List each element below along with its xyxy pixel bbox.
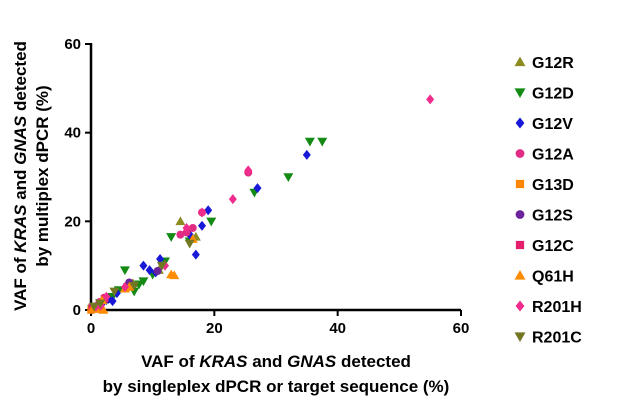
- x-tick-label: 20: [206, 320, 223, 337]
- y-tick-label: 20: [64, 213, 81, 230]
- point-g12v: [198, 220, 206, 231]
- point-g12d: [317, 137, 328, 147]
- point-r201c: [95, 299, 106, 309]
- point-g12v: [108, 296, 117, 307]
- point-r201h: [198, 207, 206, 218]
- legend-label-g12d: G12D: [532, 86, 574, 103]
- point-g12v: [302, 149, 311, 160]
- legend-label-g13d: G13D: [532, 177, 574, 194]
- legend-label-g12s: G12S: [532, 208, 573, 225]
- point-g12d: [206, 217, 217, 227]
- point-r201c: [184, 239, 195, 249]
- point-g12v: [145, 265, 154, 276]
- point-r201c: [109, 287, 120, 297]
- legend-label-r201c: R201C: [532, 330, 582, 347]
- point-r201h: [426, 94, 435, 105]
- point-q61h: [169, 270, 180, 280]
- point-r201h: [120, 281, 129, 292]
- legend-label-g12v: G12V: [532, 116, 573, 133]
- legend-marker-q61h: [514, 270, 526, 280]
- x-axis-title-line2: by singleplex dPCR or target sequence (%…: [103, 377, 450, 396]
- point-r201h: [244, 165, 253, 176]
- y-axis-title-line1: VAF of KRAS and GNAS detected: [11, 41, 30, 311]
- legend-marker-g13d: [515, 179, 525, 189]
- legend-marker-g12a: [515, 149, 525, 158]
- point-r201h: [102, 291, 111, 302]
- point-q61h: [98, 305, 109, 314]
- x-tick-label: 40: [329, 320, 346, 337]
- y-axis-title-line2: by multiplex dPCR (%): [33, 85, 52, 266]
- legend-marker-r201h: [515, 300, 525, 312]
- legend-marker-r201c: [514, 332, 526, 342]
- x-axis-title-line1: VAF of KRAS and GNAS detected: [141, 352, 411, 371]
- legend-marker-g12c: [515, 240, 525, 250]
- point-g12a: [176, 230, 185, 239]
- point-g12v: [204, 205, 213, 216]
- y-axis-title: VAF of KRAS and GNAS detected by multipl…: [11, 41, 52, 311]
- point-r201h: [182, 222, 191, 233]
- point-g12d: [283, 173, 294, 182]
- x-tick-label: 60: [453, 320, 470, 337]
- point-g12d: [138, 277, 149, 287]
- x-tick-label: 0: [87, 320, 95, 337]
- y-tick-label: 60: [64, 36, 81, 53]
- point-r201c: [89, 302, 100, 312]
- legend-label-g12c: G12C: [532, 238, 574, 255]
- point-g12d: [166, 233, 177, 242]
- legend-marker-g12r: [514, 56, 526, 67]
- data-points: [87, 94, 435, 315]
- point-g12s: [153, 266, 162, 275]
- point-g12d: [119, 266, 130, 276]
- point-g12r: [175, 216, 186, 226]
- legend-marker-g12d: [514, 88, 526, 98]
- legend-marker-g12v: [515, 117, 525, 129]
- point-g12v: [253, 183, 262, 194]
- point-r201c: [129, 281, 140, 291]
- axis-ticks: 0 20 40 60 0 20 40 60: [64, 36, 469, 337]
- legend-label-g12a: G12A: [532, 147, 574, 164]
- point-g12d: [304, 137, 315, 147]
- y-tick-label: 40: [64, 125, 81, 142]
- point-r201h: [228, 194, 237, 205]
- point-r201c: [156, 261, 167, 271]
- legend-label-g12r: G12R: [532, 55, 574, 72]
- legend-label-q61h: Q61H: [532, 269, 574, 286]
- point-g12v: [191, 249, 200, 260]
- point-g12v: [156, 254, 165, 265]
- legend-marker-g12s: [515, 210, 525, 219]
- legend-label-r201h: R201H: [532, 299, 582, 316]
- y-tick-label: 0: [73, 302, 81, 319]
- point-g12v: [139, 260, 148, 271]
- legend: G12R G12D G12V G12A G13D G12S G12C Q61H R201H R20…: [514, 55, 582, 347]
- point-g12a: [188, 223, 197, 232]
